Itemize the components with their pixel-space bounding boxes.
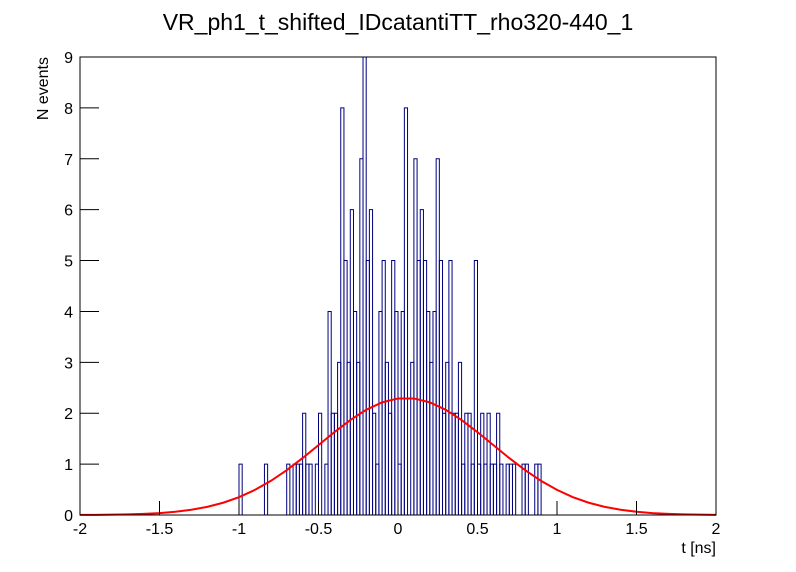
histogram-bin [263,463,269,515]
y-axis-label: N events [35,57,52,120]
y-tick-label: 9 [64,50,73,67]
x-tick-label: -1 [232,521,246,538]
y-tick-label: 2 [64,406,73,423]
histogram-bin [238,463,243,515]
x-tick-label: -2 [73,521,87,538]
histogram-bin [499,463,504,515]
histogram-bin [308,463,313,515]
x-tick-label: -0.5 [305,521,333,538]
histogram-bin [457,361,463,515]
y-tick-label: 7 [64,152,73,169]
y-tick-label: 5 [64,254,73,271]
histogram-bin [537,463,542,515]
y-tick-label: 4 [64,304,73,321]
y-tick-label: 1 [64,457,73,474]
histogram-bin [286,463,291,515]
x-tick-label: 0 [394,521,403,538]
chart-title: VR_ph1_t_shifted_IDcatantiTT_rho320-440_… [163,9,634,35]
histogram-bin [438,260,444,515]
fit-curve [79,397,717,516]
histogram-bin [368,209,374,515]
histogram-bin [511,463,517,515]
y-tick-label: 0 [64,508,73,525]
histogram-bin [394,310,399,515]
y-tick-label: 3 [64,355,73,372]
y-tick-label: 8 [64,101,73,118]
x-axis-label: t [ns] [681,540,716,557]
histogram-bin [524,463,529,515]
x-tick-label: 1 [553,521,562,538]
x-tick-label: 1.5 [625,521,647,538]
histogram-bin [448,260,453,515]
histogram-bin [318,412,323,515]
x-tick-label: 2 [712,521,721,538]
histogram-bin [473,260,478,515]
histogram-bin [403,107,409,515]
x-tick-label: -1.5 [146,521,174,538]
x-tick-label: 0.5 [466,521,488,538]
y-tick-label: 6 [64,203,73,220]
